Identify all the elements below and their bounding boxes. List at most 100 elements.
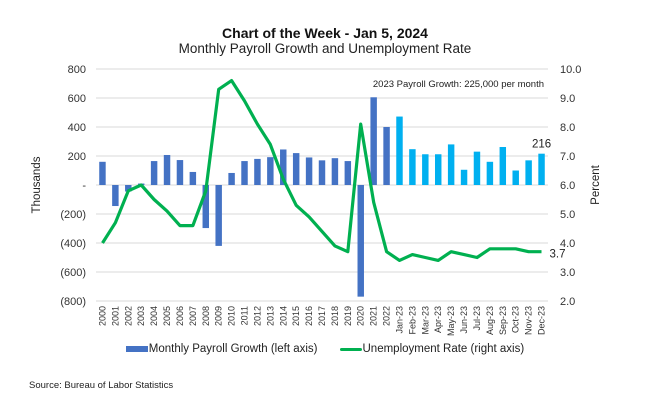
bar (344, 161, 352, 185)
x-tick-label: 2005 (162, 306, 172, 326)
left-tick-label: 600 (68, 93, 86, 105)
bar (409, 149, 416, 185)
right-tick-label: 4.0 (560, 238, 575, 250)
x-tick-label: 2014 (278, 306, 288, 326)
right-tick-label: 6.0 (560, 180, 575, 192)
last-bar-data-label: 216 (532, 139, 551, 151)
x-tick-label: 2011 (240, 306, 250, 325)
legend-item-unemployment: Unemployment Rate (right axis) (339, 343, 525, 355)
line-series (101, 78, 542, 262)
left-axis-ticks: 800 600 400 200 - (200) (400) (600) (800) (60, 64, 86, 308)
bar (202, 185, 209, 229)
x-tick-label: Jun-23 (459, 306, 469, 334)
x-tick-label: Apr-23 (433, 306, 443, 333)
bar (254, 158, 261, 185)
x-tick-label: Jan-23 (394, 306, 404, 334)
bar (473, 151, 481, 185)
bar (99, 161, 106, 185)
bar (228, 172, 235, 185)
bar (215, 185, 222, 246)
legend-bar-swatch (125, 346, 148, 352)
bar (112, 185, 119, 207)
x-tick-label: 2003 (136, 306, 146, 326)
left-tick-label: (600) (60, 267, 86, 279)
x-tick-label: 2000 (97, 306, 107, 326)
bar (318, 160, 326, 185)
x-tick-label: 2012 (252, 306, 262, 326)
x-tick-label: 2001 (110, 306, 120, 326)
x-tick-label: 2007 (188, 306, 198, 326)
right-tick-label: 9.0 (560, 93, 575, 105)
source-note: Source: Bureau of Labor Statistics (29, 380, 174, 391)
x-tick-label: 2013 (265, 306, 275, 326)
bar (292, 153, 300, 185)
bar (486, 161, 494, 185)
bar (447, 144, 455, 185)
x-tick-label: 2020 (356, 306, 366, 326)
bar (305, 157, 313, 185)
bar (176, 160, 184, 185)
legend: Monthly Payroll Growth (left axis) Unemp… (0, 343, 650, 355)
bar (357, 185, 364, 297)
left-tick-label: (800) (60, 296, 86, 308)
bar (396, 116, 403, 185)
x-tick-label: 2021 (369, 306, 379, 326)
left-tick-label: - (82, 180, 86, 192)
x-axis-ticks: 2000 2001 2002 2003 2004 2005 2006 2007 2008 2009… (97, 306, 546, 336)
bar (331, 158, 339, 185)
right-axis-ticks: 10.0 9.0 8.0 7.0 6.0 5.0 4.0 3.0 2.0 (560, 64, 581, 308)
x-tick-label: 2006 (175, 306, 185, 326)
x-tick-label: 2017 (317, 306, 327, 326)
bar (189, 171, 197, 185)
bar (422, 154, 429, 185)
legend-label-unemployment: Unemployment Rate (right axis) (362, 343, 525, 355)
x-tick-label: Sep-23 (498, 306, 508, 335)
x-tick-label: Dec-23 (537, 306, 547, 335)
payroll-note-annotation: 2023 Payroll Growth: 225,000 per month (373, 79, 544, 90)
x-tick-label: 2009 (214, 306, 224, 326)
bar (538, 153, 545, 185)
x-tick-label: Feb-23 (407, 306, 417, 335)
left-tick-label: (400) (60, 238, 86, 250)
x-tick-label: 2019 (343, 306, 353, 326)
bar (370, 97, 377, 185)
bar (241, 161, 248, 185)
chart-subtitle: Monthly Payroll Growth and Unemployment … (178, 41, 472, 56)
right-tick-label: 8.0 (560, 122, 575, 134)
x-tick-label: Aug-23 (485, 306, 495, 335)
last-rate-data-label: 3.7 (550, 249, 566, 261)
x-tick-label: 2022 (382, 306, 392, 326)
bar (163, 154, 171, 185)
right-tick-label: 5.0 (560, 209, 575, 221)
x-tick-label: Mar-23 (420, 306, 430, 335)
right-tick-label: 7.0 (560, 151, 575, 163)
legend-line-swatch (339, 347, 362, 351)
x-tick-label: 2002 (123, 306, 133, 326)
bar (512, 170, 519, 185)
legend-label-payroll: Monthly Payroll Growth (left axis) (148, 343, 318, 355)
bar (383, 127, 390, 185)
right-axis-label: Percent (590, 164, 602, 204)
bar (125, 185, 132, 192)
right-tick-label: 3.0 (560, 267, 575, 279)
right-tick-label: 2.0 (560, 296, 575, 308)
x-tick-label: 2008 (201, 306, 211, 326)
left-tick-label: 200 (68, 151, 86, 163)
bar (280, 149, 287, 185)
bar (150, 161, 158, 185)
x-tick-label: 2018 (330, 306, 340, 326)
x-tick-label: 2004 (149, 306, 159, 326)
left-tick-label: 800 (68, 64, 86, 76)
left-tick-label: (200) (60, 209, 86, 221)
x-tick-label: Nov-23 (524, 306, 534, 335)
x-tick-label: 2015 (291, 306, 301, 326)
bar (460, 169, 468, 185)
chart-title: Chart of the Week - Jan 5, 2024 (222, 25, 428, 41)
left-tick-label: 400 (68, 122, 86, 134)
bar-series (99, 97, 545, 297)
x-tick-label: Jul-23 (472, 306, 482, 331)
bar (435, 154, 442, 185)
bar (525, 160, 532, 185)
bar (267, 157, 274, 185)
